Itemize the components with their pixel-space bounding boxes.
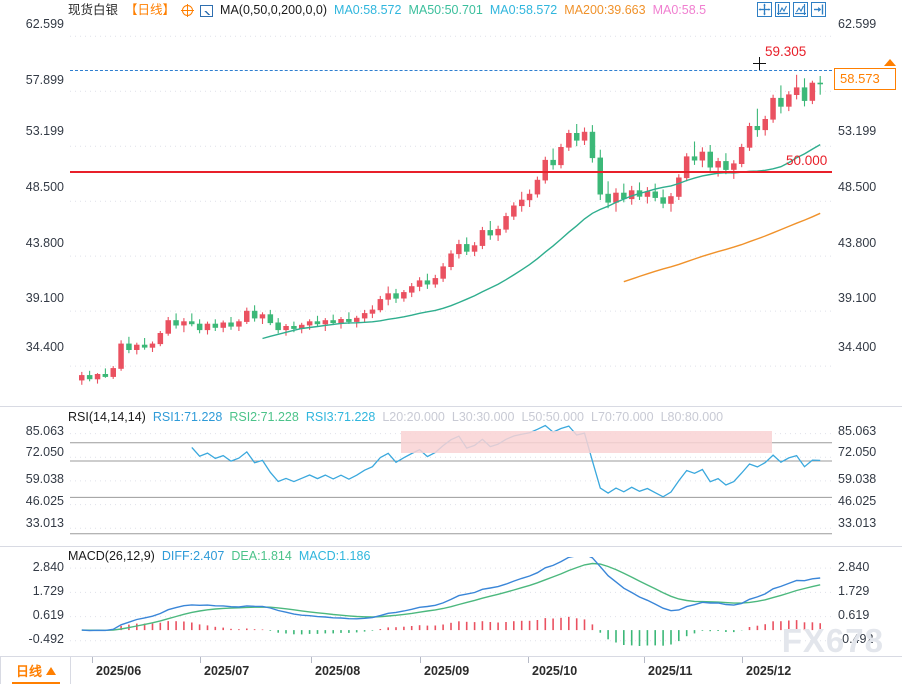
time-tick-4: 2025/10 — [532, 664, 578, 678]
rsi-panel: RSI(14,14,14) RSI1:71.228 RSI2:71.228 RS… — [0, 407, 902, 546]
candlestick-svg — [70, 35, 832, 385]
rsi-axis-tick-right-1: 72.050 — [838, 445, 877, 459]
price-axis-tick-left-1: 57.899 — [25, 73, 64, 87]
rsi-overbought-zone — [401, 431, 772, 453]
price-axis-tick-right-2: 53.199 — [838, 124, 877, 138]
price-axis-tick-right-5: 39.100 — [838, 291, 877, 305]
macd-plot-area[interactable] — [70, 557, 832, 653]
level-50-label: 50.000 — [786, 153, 828, 168]
macd-axis-tick-left-2: 0.619 — [32, 608, 64, 622]
time-axis: 日线 2025/06 2025/07 2025/08 2025/09 2025/… — [0, 656, 902, 684]
price-axis-tick-left-4: 43.800 — [25, 236, 64, 250]
price-axis-tick-left-0: 62.599 — [25, 17, 64, 31]
time-tick-0: 2025/06 — [96, 664, 142, 678]
high-dashed-line — [70, 70, 832, 71]
crosshair-tool-icon[interactable] — [757, 2, 772, 17]
chart-toolbar[interactable] — [757, 2, 826, 17]
period-selector-label: 日线 — [16, 664, 43, 679]
macd-svg — [70, 557, 832, 646]
macd-axis-tick-right-2: 0.619 — [838, 608, 870, 622]
price-axis-tick-right-6: 34.400 — [838, 340, 877, 354]
level-50-line — [70, 171, 832, 173]
rsi-axis-tick-right-3: 46.025 — [838, 494, 877, 508]
rsi-axis-tick-left-3: 46.025 — [25, 494, 64, 508]
time-tick-6: 2025/12 — [746, 664, 792, 678]
triangle-up-icon — [46, 666, 57, 675]
chart-left-align-icon[interactable] — [775, 2, 790, 17]
macd-axis-tick-left-1: 1.729 — [32, 584, 64, 598]
time-tick-1: 2025/07 — [204, 664, 250, 678]
crosshair-marker — [753, 57, 766, 70]
macd-axis-tick-right-0: 2.840 — [838, 560, 870, 574]
rsi-axis-tick-right-4: 33.013 — [838, 516, 877, 530]
rsi-axis-tick-right-0: 85.063 — [838, 424, 877, 438]
macd-axis-tick-right-1: 1.729 — [838, 584, 870, 598]
price-axis-tick-left-5: 39.100 — [25, 291, 64, 305]
time-tick-2: 2025/08 — [315, 664, 361, 678]
macd-axis-tick-left-3: -0.492 — [28, 632, 64, 646]
price-axis-tick-left-6: 34.400 — [25, 340, 64, 354]
last-price-arrow — [884, 59, 896, 66]
last-price-tag: 58.573 — [834, 68, 896, 90]
price-axis-tick-right-4: 43.800 — [838, 236, 877, 250]
price-panel: 现货白银 【日线】 MA(0,50,0,200,0,0) MA0:58.572 … — [25, 3, 896, 400]
price-axis-tick-left-2: 53.199 — [25, 124, 64, 138]
rsi-axis-tick-left-2: 59.038 — [25, 472, 64, 486]
time-tick-5: 2025/11 — [648, 664, 693, 678]
rsi-axis-tick-left-4: 33.013 — [25, 516, 64, 530]
price-axis-tick-right-0: 62.599 — [838, 17, 877, 31]
time-tick-3: 2025/09 — [424, 664, 470, 678]
rsi-axis-tick-left-0: 85.063 — [25, 424, 64, 438]
rsi-axis-tick-right-2: 59.038 — [838, 472, 877, 486]
macd-panel: MACD(26,12,9) DIFF:2.407 DEA:1.814 MACD:… — [0, 547, 902, 656]
macd-axis-tick-left-0: 2.840 — [32, 560, 64, 574]
price-plot-area[interactable] — [70, 14, 832, 400]
watermark: FX678 — [781, 622, 884, 659]
macd-axis-tick-right-3: -0.492 — [838, 632, 874, 646]
chart-right-align-icon[interactable] — [793, 2, 808, 17]
high-annotation-label: 59.305 — [765, 44, 807, 59]
rsi-axis-tick-left-1: 72.050 — [25, 445, 64, 459]
period-selector-button[interactable]: 日线 — [12, 661, 61, 684]
price-axis-tick-right-3: 48.500 — [838, 180, 877, 194]
chart-expand-icon[interactable] — [811, 2, 826, 17]
price-axis-tick-left-3: 48.500 — [25, 180, 64, 194]
